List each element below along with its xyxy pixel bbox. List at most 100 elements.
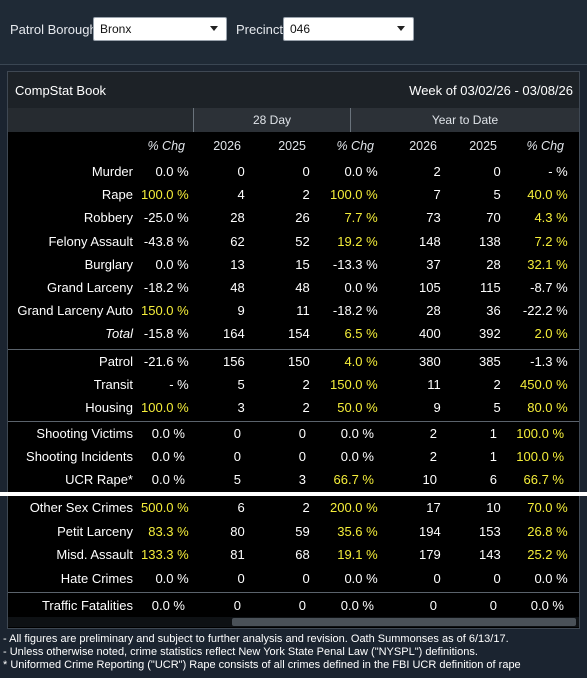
table-row: Petit Larceny 83.3 % 80 59 35.6 % 194 153 26.8 … xyxy=(8,520,576,544)
table-cell: 3 xyxy=(298,472,306,488)
row-label: Murder xyxy=(91,164,133,180)
panel-title: CompStat Book xyxy=(15,83,107,98)
table-cell: 0 xyxy=(298,449,306,465)
table-cell: 6 xyxy=(489,472,497,488)
table-cell: 32.1 % xyxy=(527,256,568,272)
table-cell: 36 xyxy=(486,303,501,319)
table-cell: 450.0 % xyxy=(520,377,568,393)
row-label: Hate Crimes xyxy=(60,570,133,586)
table-cell: 37 xyxy=(426,256,441,272)
section-separator xyxy=(8,421,579,422)
table-row: Robbery -25.0 % 28 26 7.7 % 73 70 4.3 % xyxy=(8,206,576,229)
table-cell: 7.2 % xyxy=(534,233,568,249)
table-cell: 0 xyxy=(233,597,241,613)
table-cell: 0.0 % xyxy=(151,597,185,613)
table-cell: 154 xyxy=(288,326,310,342)
table-cell: 500.0 % xyxy=(141,500,189,516)
table-cell: 28 xyxy=(230,210,245,226)
scrollbar-thumb[interactable] xyxy=(232,618,576,626)
table-cell: 156 xyxy=(223,354,245,370)
table-row: Murder 0.0 % 0 0 0.0 % 2 0 - % xyxy=(8,160,576,183)
table-cell: 4 xyxy=(237,187,245,203)
column-header-row: % Chg 2026 2025 % Chg 2026 2025 % Chg xyxy=(8,132,572,160)
table-cell: 105 xyxy=(419,280,441,296)
table-row: Hate Crimes 0.0 % 0 0 0.0 % 0 0 0.0 % xyxy=(8,567,576,591)
table-cell: 80 xyxy=(230,523,245,539)
table-cell: 0 xyxy=(429,597,437,613)
column-header: 2025 xyxy=(278,139,306,153)
band-divider xyxy=(193,108,194,132)
row-label: Rape xyxy=(101,187,133,203)
table-cell: -8.7 % xyxy=(530,280,568,296)
table-cell: 0.0 % xyxy=(340,426,374,442)
table-cell: 0.0 % xyxy=(151,449,185,465)
table-cell: 0 xyxy=(237,570,245,586)
table-cell: -43.8 % xyxy=(143,233,189,249)
row-label: Housing xyxy=(85,400,133,416)
table-cell: 81 xyxy=(230,547,245,563)
table-cell: 28 xyxy=(426,303,441,319)
table-cell: 25.2 % xyxy=(527,547,568,563)
table-cell: 5 xyxy=(493,187,501,203)
table-cell: 68 xyxy=(295,547,310,563)
table-cell: 0.0 % xyxy=(344,570,378,586)
table-cell: 0.0 % xyxy=(344,280,378,296)
table-cell: 19.1 % xyxy=(337,547,378,563)
row-label: Shooting Incidents xyxy=(26,449,133,465)
table-row: Total -15.8 % 164 154 6.5 % 400 392 2.0 % xyxy=(8,322,576,345)
table-cell: 40.0 % xyxy=(527,187,568,203)
table-cell: -21.6 % xyxy=(143,354,189,370)
band-blank xyxy=(8,108,193,132)
table-cell: 5 xyxy=(493,400,501,416)
table-cell: 4.0 % xyxy=(344,354,378,370)
table-cell: 143 xyxy=(479,547,501,563)
table-cell: 26.8 % xyxy=(527,523,568,539)
footnote: - All figures are preliminary and subjec… xyxy=(3,633,509,645)
row-label: Petit Larceny xyxy=(57,523,133,539)
table-cell: 70 xyxy=(486,210,501,226)
table-row: Burglary 0.0 % 13 15 -13.3 % 37 28 32.1 % xyxy=(8,253,576,276)
table-cell: 0.0 % xyxy=(155,164,189,180)
table-cell: 28 xyxy=(486,256,501,272)
section-divider-bar xyxy=(0,492,587,496)
horizontal-scrollbar[interactable] xyxy=(8,617,579,627)
chevron-down-icon xyxy=(210,26,218,31)
table-section: Patrol -21.6 % 156 150 4.0 % 380 385 -1.3 % Tran… xyxy=(8,350,576,420)
table-cell: 100.0 % xyxy=(141,187,189,203)
table-cell: 2 xyxy=(302,377,310,393)
table-cell: 179 xyxy=(419,547,441,563)
table-cell: 0.0 % xyxy=(534,570,568,586)
table-row: Grand Larceny Auto 150.0 % 9 11 -18.2 % 28 36 -… xyxy=(8,299,576,322)
table-cell: 194 xyxy=(419,523,441,539)
table-cell: 19.2 % xyxy=(337,233,378,249)
table-row: Other Sex Crimes 500.0 % 6 2 200.0 % 17 10 70.0… xyxy=(8,496,576,520)
table-row: Rape 100.0 % 4 2 100.0 % 7 5 40.0 % xyxy=(8,183,576,206)
section-separator xyxy=(8,592,579,593)
table-cell: 73 xyxy=(426,210,441,226)
table-cell: 0.0 % xyxy=(155,570,189,586)
table-cell: - % xyxy=(169,377,189,393)
precinct-select[interactable]: 046 xyxy=(283,17,414,41)
precinct-label: Precinct: xyxy=(236,22,287,37)
band-divider xyxy=(350,108,351,132)
row-label: Robbery xyxy=(83,210,133,226)
table-cell: 400 xyxy=(419,326,441,342)
row-label: Total xyxy=(105,326,133,342)
table-cell: 0.0 % xyxy=(530,597,564,613)
table-cell: 0 xyxy=(298,597,306,613)
table-cell: 0 xyxy=(302,164,310,180)
table-cell: 70.0 % xyxy=(527,500,568,516)
table-cell: 0 xyxy=(433,570,441,586)
table-cell: 66.7 % xyxy=(523,472,564,488)
row-label: Felony Assault xyxy=(48,233,133,249)
table-cell: 0 xyxy=(302,570,310,586)
table-cell: 0.0 % xyxy=(340,449,374,465)
borough-select[interactable]: Bronx xyxy=(93,17,227,41)
table-cell: 164 xyxy=(223,326,245,342)
row-label: Grand Larceny xyxy=(47,280,133,296)
table-row: Misd. Assault 133.3 % 81 68 19.1 % 179 143 25.2… xyxy=(8,543,576,567)
column-header: 2026 xyxy=(409,139,437,153)
table-cell: 100.0 % xyxy=(141,400,189,416)
table-row: Felony Assault -43.8 % 62 52 19.2 % 148 138 7.2… xyxy=(8,230,576,253)
table-cell: - % xyxy=(548,164,568,180)
